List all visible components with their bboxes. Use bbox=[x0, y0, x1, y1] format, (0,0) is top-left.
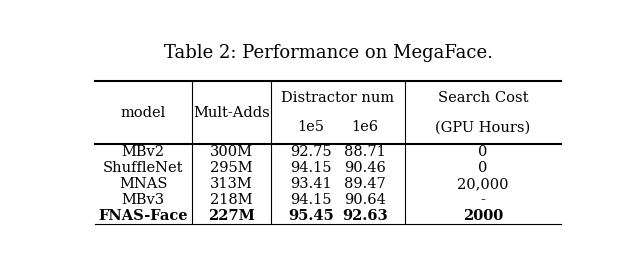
Text: 1e5: 1e5 bbox=[298, 120, 324, 134]
Text: 93.41: 93.41 bbox=[291, 177, 332, 191]
Text: 92.75: 92.75 bbox=[291, 145, 332, 159]
Text: 92.63: 92.63 bbox=[342, 209, 387, 223]
Text: 89.47: 89.47 bbox=[344, 177, 385, 191]
Text: Mult-Adds: Mult-Adds bbox=[193, 106, 269, 120]
Text: 94.15: 94.15 bbox=[291, 193, 332, 207]
Text: 295M: 295M bbox=[210, 161, 253, 175]
Text: Distractor num: Distractor num bbox=[282, 91, 394, 105]
Text: model: model bbox=[120, 106, 166, 120]
Text: 300M: 300M bbox=[210, 145, 253, 159]
Text: 20,000: 20,000 bbox=[457, 177, 509, 191]
Text: 90.46: 90.46 bbox=[344, 161, 386, 175]
Text: 2000: 2000 bbox=[463, 209, 503, 223]
Text: (GPU Hours): (GPU Hours) bbox=[435, 120, 531, 134]
Text: 0: 0 bbox=[478, 145, 488, 159]
Text: ShuffleNet: ShuffleNet bbox=[103, 161, 184, 175]
Text: MBv3: MBv3 bbox=[122, 193, 165, 207]
Text: 1e6: 1e6 bbox=[351, 120, 378, 134]
Text: Table 2: Performance on MegaFace.: Table 2: Performance on MegaFace. bbox=[163, 44, 493, 62]
Text: 0: 0 bbox=[478, 161, 488, 175]
Text: 95.45: 95.45 bbox=[288, 209, 334, 223]
Text: 227M: 227M bbox=[208, 209, 255, 223]
Text: MNAS: MNAS bbox=[119, 177, 168, 191]
Text: 88.71: 88.71 bbox=[344, 145, 385, 159]
Text: MBv2: MBv2 bbox=[122, 145, 164, 159]
Text: 94.15: 94.15 bbox=[291, 161, 332, 175]
Text: Search Cost: Search Cost bbox=[438, 91, 528, 105]
Text: FNAS-Face: FNAS-Face bbox=[99, 209, 188, 223]
Text: 90.64: 90.64 bbox=[344, 193, 386, 207]
Text: -: - bbox=[481, 193, 485, 207]
Text: 218M: 218M bbox=[210, 193, 253, 207]
Text: 313M: 313M bbox=[210, 177, 253, 191]
